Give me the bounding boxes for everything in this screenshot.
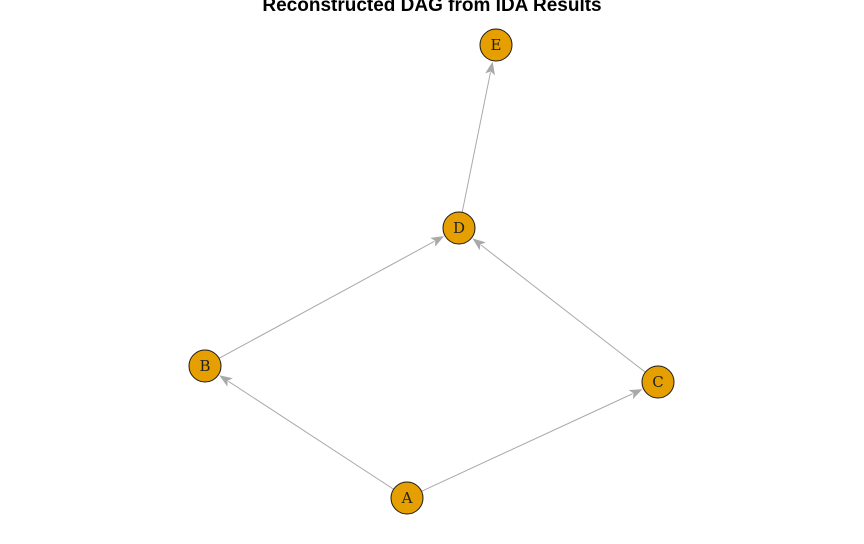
edge-line: [218, 240, 435, 359]
arrowhead-icon: [485, 61, 495, 76]
node-e: E: [479, 28, 513, 62]
node-b: B: [188, 349, 222, 383]
node-label: C: [652, 373, 663, 391]
edge-a-to-c: [421, 389, 643, 492]
diagram-title: Reconstructed DAG from IDA Results: [262, 0, 602, 16]
node-circle: [188, 349, 222, 383]
arrowhead-icon: [472, 238, 486, 251]
node-circle: [390, 481, 424, 515]
node-label: B: [199, 357, 210, 375]
edge-b-to-d: [218, 236, 445, 359]
edge-line: [421, 393, 633, 492]
node-d: D: [442, 211, 476, 245]
node-label: D: [453, 219, 465, 237]
edge-c-to-d: [472, 238, 646, 373]
node-c: C: [641, 365, 675, 399]
node-circle: [442, 211, 476, 245]
edge-line: [461, 72, 491, 213]
node-circle: [641, 365, 675, 399]
edge-a-to-b: [219, 375, 394, 490]
edge-d-to-e: [461, 61, 495, 213]
edge-line: [480, 244, 646, 373]
node-a: A: [390, 481, 424, 515]
node-label: A: [401, 489, 413, 507]
arrowhead-icon: [219, 375, 233, 387]
node-circle: [479, 28, 513, 62]
nodes-layer: A B C D E: [188, 28, 675, 515]
arrowhead-icon: [628, 389, 643, 400]
node-label: E: [491, 36, 502, 54]
edge-line: [228, 380, 394, 490]
edges-layer: [218, 61, 646, 492]
arrowhead-icon: [430, 236, 445, 247]
